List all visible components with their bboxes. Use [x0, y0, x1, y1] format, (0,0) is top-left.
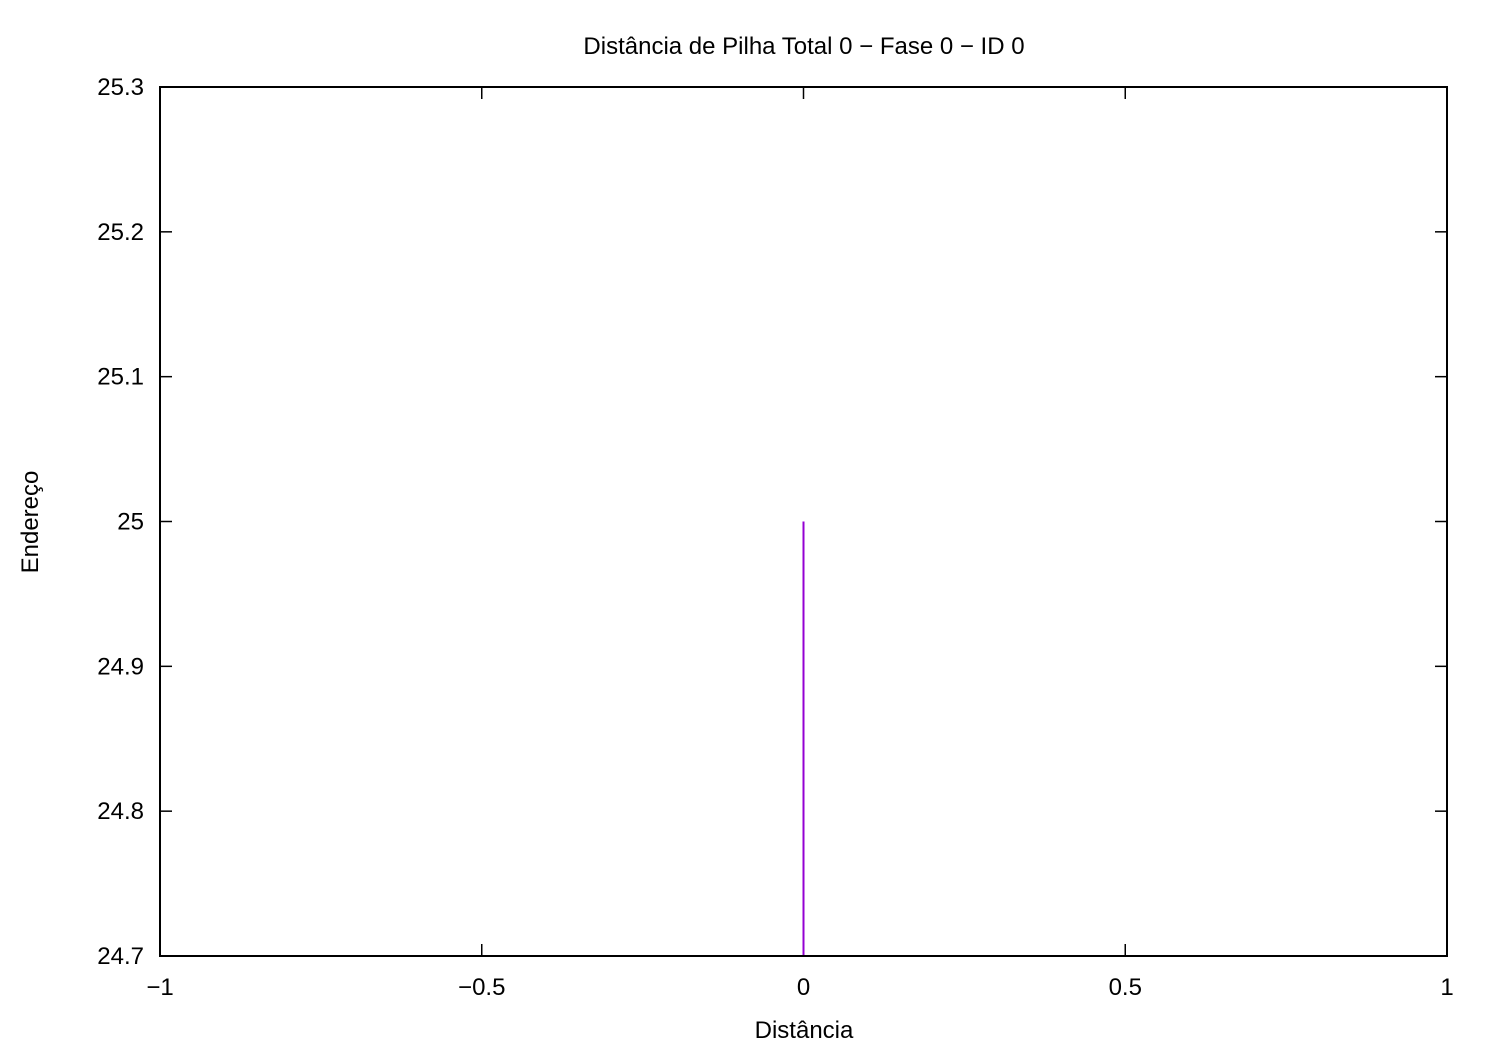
x-tick-label: 1 — [1440, 974, 1453, 1001]
y-axis-title: Endereço — [17, 471, 44, 574]
x-tick-label: −0.5 — [458, 974, 505, 1001]
y-tick-label: 24.8 — [97, 798, 144, 825]
x-tick-label: 0.5 — [1109, 974, 1142, 1001]
y-tick-label: 25 — [117, 509, 144, 536]
chart-title: Distância de Pilha Total 0 − Fase 0 − ID… — [583, 33, 1024, 60]
y-tick-label: 25.1 — [97, 364, 144, 391]
y-tick-label: 25.2 — [97, 219, 144, 246]
y-tick-label: 25.3 — [97, 74, 144, 101]
y-tick-label: 24.7 — [97, 943, 144, 970]
plot-frame — [159, 86, 1448, 957]
x-axis-ticks: −1 −0.5 0 0.5 1 — [146, 87, 1454, 1001]
x-tick-label: 0 — [797, 974, 810, 1001]
x-tick-label: −1 — [146, 974, 173, 1001]
y-axis-ticks: 24.7 24.8 24.9 25 25.1 25.2 25.3 — [97, 74, 1447, 970]
x-axis-title: Distância — [755, 1017, 854, 1044]
y-tick-label: 24.9 — [97, 653, 144, 680]
